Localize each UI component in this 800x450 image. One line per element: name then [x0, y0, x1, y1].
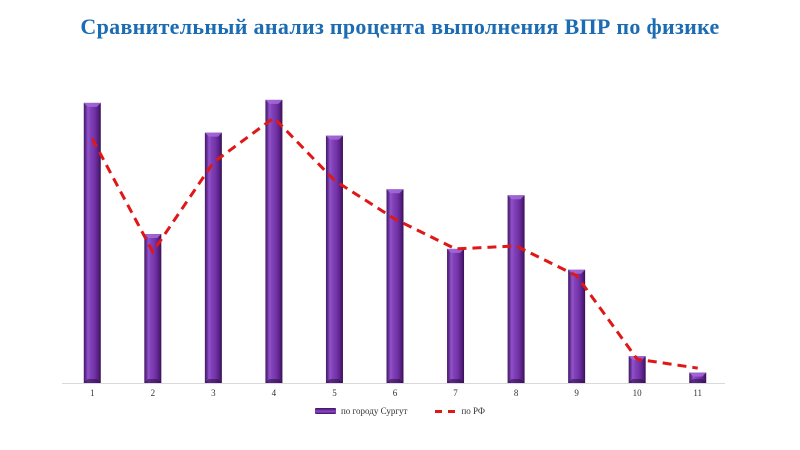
rf-dashed-line	[90, 115, 698, 370]
bar-column	[265, 99, 283, 384]
bar-bottom-bevel	[83, 379, 101, 383]
bar-bottom-bevel	[628, 379, 646, 383]
bar-column	[83, 102, 101, 383]
x-tick-label: 8	[514, 388, 519, 398]
bar-series-swatch-icon	[314, 408, 336, 414]
legend-item-line-series: по РФ	[435, 406, 485, 416]
bar-column	[144, 234, 162, 383]
bar-top-bevel	[507, 195, 525, 200]
x-tick-label: 4	[272, 388, 277, 398]
legend-item-bar-series: по городу Сургут	[314, 406, 408, 416]
bar-top-bevel	[83, 102, 101, 107]
bar-column	[568, 269, 586, 383]
bar-top-bevel	[325, 135, 343, 140]
bar-top-bevel	[204, 132, 222, 137]
x-tick-label: 6	[393, 388, 398, 398]
bar-top-bevel	[386, 189, 404, 194]
bar-column	[447, 248, 465, 383]
legend-label-line-series: по РФ	[461, 406, 486, 416]
bar-bottom-bevel	[689, 379, 707, 383]
bar-bottom-bevel	[204, 379, 222, 383]
bar-column	[325, 135, 343, 383]
chart-title: Сравнительный анализ процента выполнения…	[80, 14, 720, 39]
x-tick-label: 5	[332, 388, 337, 398]
bar-column	[628, 356, 646, 383]
bar-column	[386, 189, 404, 383]
bar-top-bevel	[265, 99, 283, 104]
x-tick-label: 10	[633, 388, 643, 398]
bar-top-bevel	[689, 372, 707, 377]
bar-column	[507, 195, 525, 383]
x-tick-label: 2	[151, 388, 156, 398]
legend-label-bar-series: по городу Сургут	[340, 406, 408, 416]
bar-bottom-bevel	[325, 379, 343, 383]
x-tick-label: 9	[574, 388, 579, 398]
bar-column	[689, 372, 707, 383]
bar-bottom-bevel	[507, 379, 525, 383]
x-tick-label: 11	[693, 388, 702, 398]
x-tick-label: 3	[211, 388, 216, 398]
bar-bottom-bevel	[568, 379, 586, 383]
dashed-line-swatch-icon	[435, 409, 457, 413]
x-tick-label: 7	[453, 388, 458, 398]
bar-bottom-bevel	[386, 379, 404, 383]
bar-bottom-bevel	[447, 379, 465, 383]
bar-bottom-bevel	[144, 379, 162, 383]
x-tick-label: 1	[90, 388, 95, 398]
bar-column	[204, 132, 222, 383]
bar-top-bevel	[144, 234, 162, 238]
chart-legend: по городу Сургут по РФ	[0, 403, 800, 419]
bar-bottom-bevel	[265, 379, 283, 383]
